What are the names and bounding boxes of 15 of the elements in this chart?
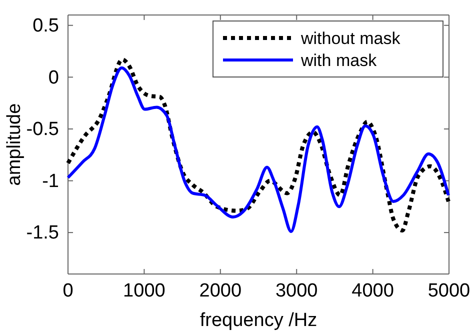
x-axis-title: frequency /Hz xyxy=(200,310,318,331)
x-tick-label: 5000 xyxy=(428,280,470,302)
legend-label: with mask xyxy=(300,51,378,70)
x-tick-label: 4000 xyxy=(352,280,394,302)
x-tick-label: 1000 xyxy=(123,280,166,302)
y-tick-label: -0.5 xyxy=(26,119,59,140)
legend-label: without mask xyxy=(300,29,401,48)
y-tick-label: 0 xyxy=(48,67,59,88)
y-axis-title: amplitude xyxy=(4,103,25,186)
y-tick-label: -1 xyxy=(42,170,59,192)
x-tick-label: 0 xyxy=(62,280,74,302)
x-tick-label: 3000 xyxy=(275,280,318,302)
y-tick-label: 0.5 xyxy=(32,15,59,36)
y-tick-label: -1.5 xyxy=(26,222,59,244)
x-tick-label: 2000 xyxy=(199,280,242,302)
